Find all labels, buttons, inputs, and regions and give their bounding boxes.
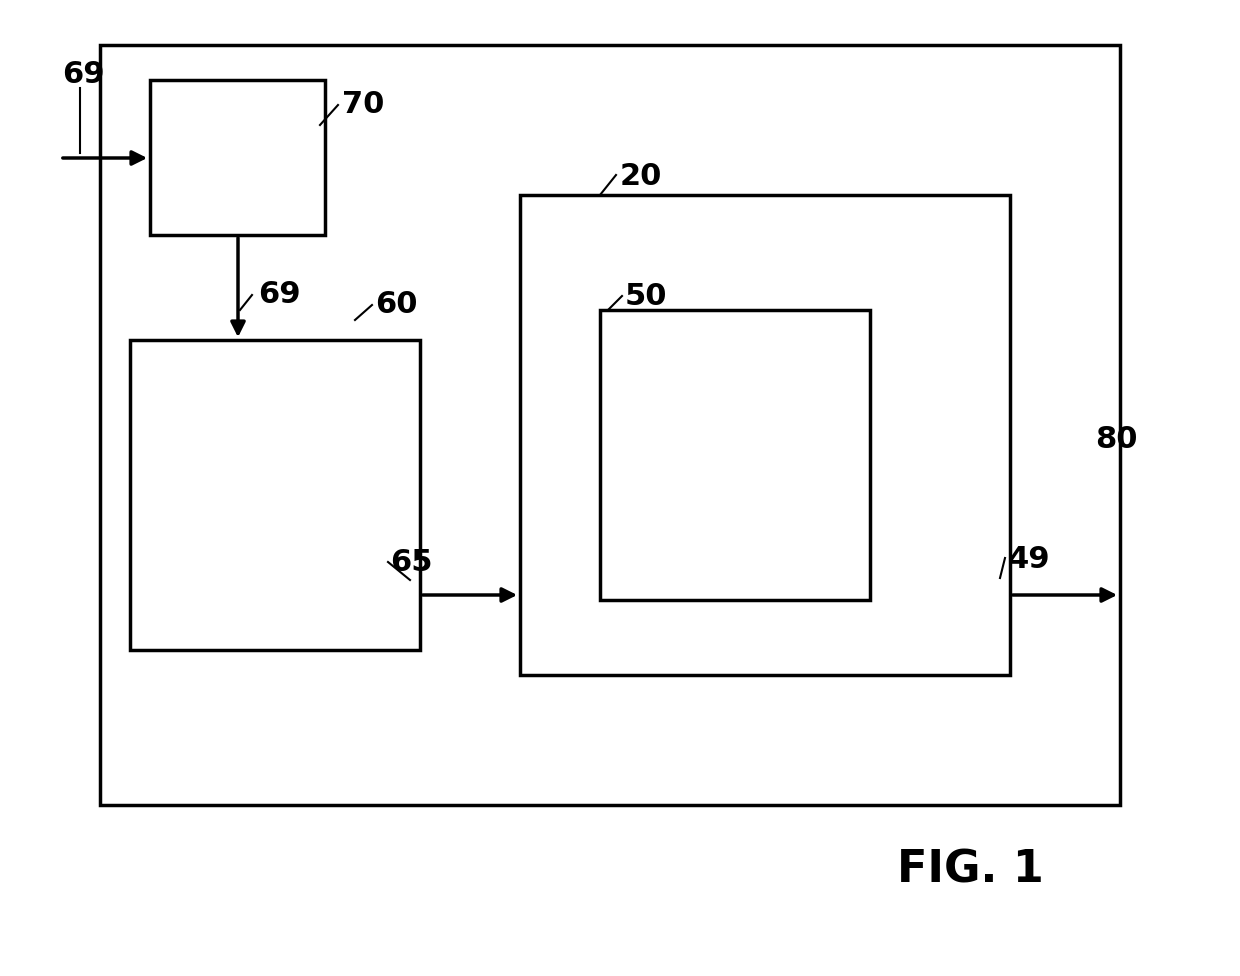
Text: 69: 69 [62,60,104,89]
Bar [100,45,1120,805]
Text: 69: 69 [258,280,300,309]
Text: 60: 60 [374,290,418,319]
Text: 49: 49 [1008,545,1050,574]
Text: 65: 65 [391,548,433,577]
Text: 20: 20 [620,162,662,191]
Text: 50: 50 [625,282,667,311]
Bar [150,80,325,235]
Bar [520,195,1011,675]
Text: 70: 70 [342,90,384,119]
Bar [130,340,420,650]
Text: 80: 80 [1095,426,1137,455]
Text: FIG. 1: FIG. 1 [897,848,1043,891]
Bar [600,310,870,600]
